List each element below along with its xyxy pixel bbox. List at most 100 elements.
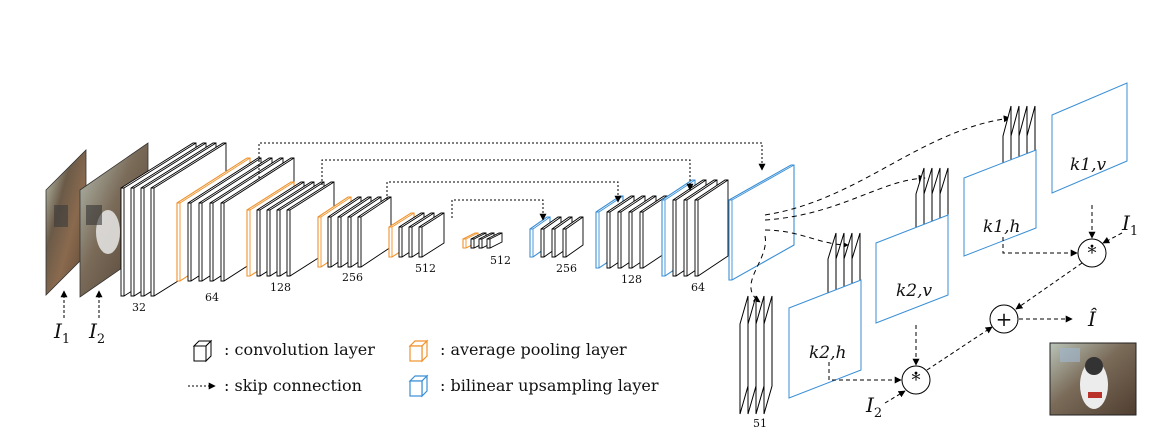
conv-layer-7-3-corner: [631, 195, 657, 213]
conv-layer-4-3-corner: [421, 212, 445, 228]
output-label: Î: [1087, 307, 1098, 331]
svg-text:*: *: [1088, 243, 1097, 264]
pool-layer-4-0-corner: [391, 212, 415, 228]
branch-to-k2h: [750, 235, 766, 303]
conv-layer-7-2-corner: [620, 195, 646, 213]
subnet-3-conv-2: [755, 295, 765, 415]
conv-layer-7-4-corner: [642, 195, 668, 213]
input-2-label: I2: [88, 319, 105, 347]
skip-connection-64: [258, 142, 766, 178]
conv-layer-8-3-corner: [697, 179, 729, 201]
conv-layer-2-2-corner: [269, 181, 315, 211]
conv-layer-0-1-corner: [133, 142, 207, 189]
conv-layer-5-1-corner: [473, 232, 487, 240]
svg-text:+: +: [996, 307, 1013, 331]
channel-label-128-dec: 128: [621, 273, 642, 286]
pool-layer-1-0-corner: [179, 157, 251, 204]
skip-connection-512: [451, 199, 547, 221]
subnet-0-upsample: [1051, 82, 1128, 194]
subnet-2-upsample: [875, 214, 949, 324]
conv-layer-4-1-corner: [401, 212, 425, 228]
legend-pool-icon: [408, 339, 429, 363]
kernel-label-k2v: k2,v: [896, 281, 933, 301]
output-image: [1049, 342, 1137, 416]
conv-layer-3-4-corner: [360, 196, 392, 218]
svg-text:*: *: [912, 370, 921, 391]
conv-layer-5-3-corner: [489, 232, 503, 240]
conv-op-bottom: *: [901, 365, 931, 395]
legend-pool-text: : average pooling layer: [440, 340, 627, 359]
channel-label-51: 51: [753, 417, 767, 430]
conv-layer-3-3-corner: [350, 196, 382, 218]
conv-layer-3-1-corner: [330, 196, 362, 218]
layer-stack: [120, 142, 795, 297]
k1h-to-conv: [1002, 237, 1078, 257]
conv-layer-0-2-corner: [143, 142, 217, 189]
conv-layer-4-3: [418, 212, 445, 258]
channel-label-32: 32: [132, 301, 146, 314]
skip-connection-128: [321, 159, 694, 191]
subnet-branches: [750, 115, 1011, 303]
conv-layer-1-2-corner: [201, 157, 273, 204]
conv-layer-2-3-corner: [279, 181, 325, 211]
op-i1-label: I1: [1121, 211, 1138, 239]
subnet-3-conv-3: [763, 295, 773, 415]
conv-layer-3-2-corner: [340, 196, 372, 218]
subnet-3-upsample: [788, 279, 862, 399]
conv-top-to-sum: [1015, 262, 1083, 310]
conv-layer-8-3: [694, 179, 729, 277]
k2h-to-conv: [828, 362, 902, 384]
branch-to-k2v: [764, 229, 849, 249]
i1-to-conv: [1102, 232, 1123, 244]
skip-connections: [258, 142, 766, 221]
kernel-label-k1h: k1,h: [983, 217, 1020, 237]
legend-upsample-icon: [408, 374, 429, 398]
conv-layer-6-2-corner: [554, 216, 573, 230]
channel-label-64: 64: [205, 291, 219, 304]
conv-layer-1-4-corner: [223, 157, 295, 204]
pool-layer-2-0-corner: [249, 181, 295, 211]
i2-to-conv: [884, 390, 906, 404]
conv-layer-1-3-corner: [212, 157, 284, 204]
conv-layer-5-3: [486, 232, 503, 249]
branch-to-k1h: [764, 174, 926, 221]
conv-layer-6-3-corner: [565, 216, 584, 230]
channel-label-128: 128: [270, 281, 291, 294]
channel-label-256: 256: [342, 271, 363, 284]
subnet-3-conv-0: [739, 295, 749, 415]
upsample-layer-9-0: [728, 164, 795, 281]
skip-connection-256: [386, 181, 622, 203]
conv-layer-0-3-corner: [153, 142, 227, 189]
conv-layer-2-1-corner: [259, 181, 305, 211]
legend: : convolution layer : average pooling la…: [188, 339, 659, 398]
channel-label-256-dec: 256: [556, 262, 577, 275]
kernel-label-k2h: k2,h: [809, 343, 846, 363]
channel-label-64-dec: 64: [691, 281, 705, 294]
kernel-label-k1v: k1,v: [1070, 155, 1107, 175]
upsample-layer-6-0-corner: [532, 216, 551, 230]
conv-bottom-to-sum: [926, 326, 993, 371]
conv-layer-8-2-corner: [686, 179, 718, 201]
conv-op-top: *: [1077, 238, 1107, 268]
conv-layer-4-2-corner: [411, 212, 435, 228]
subnet-1-upsample: [963, 149, 1037, 257]
conv-layer-6-3: [562, 216, 584, 258]
input-1-label: I1: [53, 319, 70, 347]
upsample-layer-9-0-corner: [731, 164, 795, 201]
conv-layer-7-1-corner: [609, 195, 635, 213]
legend-conv-icon: [192, 339, 213, 363]
op-i2-label: I2: [865, 393, 882, 421]
legend-upsample-text: : bilinear upsampling layer: [440, 376, 659, 395]
channel-label-512b: 512: [490, 254, 511, 267]
pool-layer-5-0-corner: [465, 232, 479, 240]
op-arrows: [828, 205, 1123, 404]
subnet-stacks: [739, 82, 1128, 415]
conv-layer-2-4-corner: [289, 181, 335, 211]
legend-conv-text: : convolution layer: [224, 340, 375, 359]
sum-op: +: [989, 304, 1019, 334]
conv-layer-0-0-corner: [123, 142, 197, 189]
conv-layer-1-1-corner: [190, 157, 262, 204]
legend-skip-text: : skip connection: [224, 376, 362, 395]
subnet-3-conv-1: [747, 295, 757, 415]
